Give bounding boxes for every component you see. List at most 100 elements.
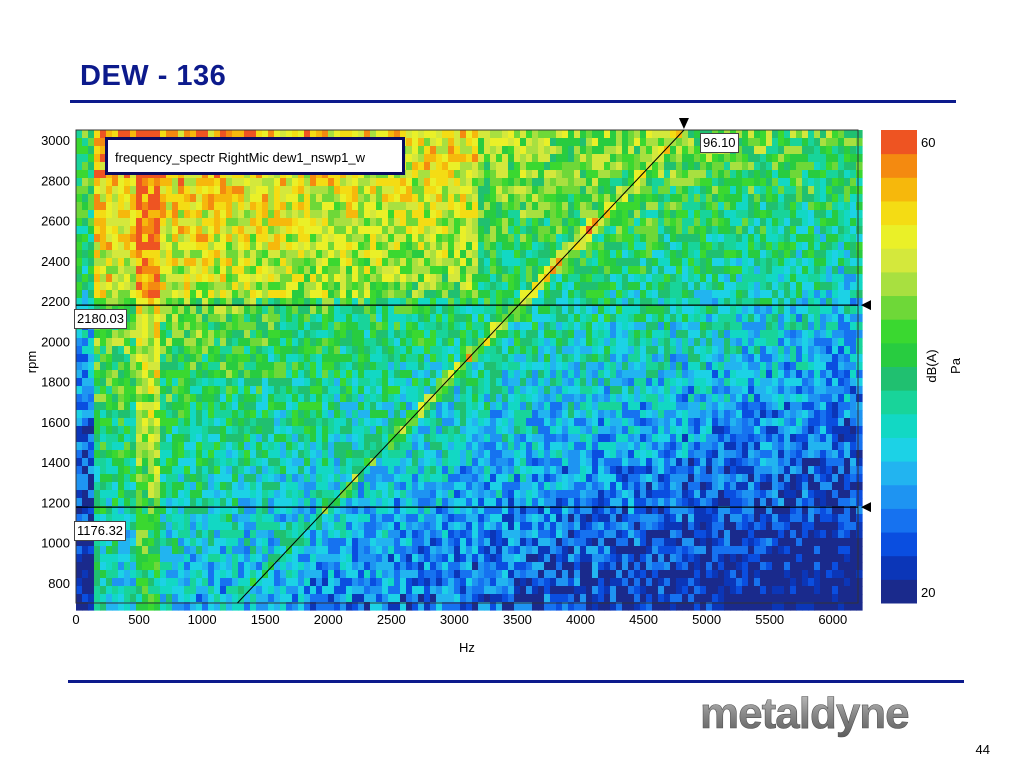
heatmap-cell [586, 274, 593, 283]
heatmap-cell [538, 426, 545, 435]
heatmap-cell [490, 394, 497, 403]
heatmap-cell [802, 170, 809, 179]
heatmap-cell [736, 242, 743, 251]
heatmap-cell [448, 218, 455, 227]
heatmap-cell [538, 242, 545, 251]
heatmap-cell [838, 394, 845, 403]
heatmap-cell [508, 194, 515, 203]
heatmap-cell [538, 162, 545, 171]
heatmap-cell [472, 370, 479, 379]
heatmap-cell [256, 362, 263, 371]
heatmap-cell [214, 186, 221, 195]
heatmap-cell [526, 394, 533, 403]
heatmap-cell [682, 210, 689, 219]
heatmap-cell [298, 362, 305, 371]
heatmap-cell [574, 362, 581, 371]
heatmap-cell [376, 370, 383, 379]
heatmap-cell [442, 362, 449, 371]
heatmap-cell [544, 402, 551, 411]
heatmap-cell [652, 266, 659, 275]
heatmap-cell [142, 306, 149, 315]
heatmap-cell [844, 370, 851, 379]
heatmap-cell [622, 378, 629, 387]
heatmap-cell [850, 138, 857, 147]
heatmap-cell [262, 402, 269, 411]
heatmap-cell [586, 194, 593, 203]
heatmap-cell [226, 186, 233, 195]
heatmap-cell [838, 202, 845, 211]
heatmap-cell [88, 378, 95, 387]
heatmap-cell [442, 354, 449, 363]
heatmap-cell [622, 138, 629, 147]
heatmap-cell [682, 330, 689, 339]
heatmap-cell [670, 394, 677, 403]
heatmap-cell [364, 338, 371, 347]
heatmap-cell [160, 234, 167, 243]
heatmap-cell [220, 426, 227, 435]
heatmap-cell [130, 322, 137, 331]
heatmap-cell [784, 298, 791, 307]
heatmap-cell [688, 330, 695, 339]
heatmap-cell [628, 258, 635, 267]
heatmap-cell [190, 250, 197, 259]
heatmap-cell [634, 194, 641, 203]
heatmap-cell [286, 242, 293, 251]
heatmap-cell [772, 250, 779, 259]
heatmap-cell [358, 386, 365, 395]
heatmap-cell [370, 186, 377, 195]
heatmap-cell [184, 282, 191, 291]
heatmap-cell [820, 314, 827, 323]
heatmap-cell [106, 402, 113, 411]
heatmap-cell [772, 362, 779, 371]
heatmap-cell [436, 250, 443, 259]
heatmap-cell [472, 354, 479, 363]
heatmap-cell [592, 378, 599, 387]
heatmap-cell [436, 386, 443, 395]
heatmap-cell [316, 314, 323, 323]
heatmap-cell [580, 130, 587, 139]
heatmap-cell [760, 322, 767, 331]
heatmap-cell [586, 426, 593, 435]
heatmap-cell [580, 186, 587, 195]
heatmap-cell [784, 362, 791, 371]
heatmap-cell [172, 242, 179, 251]
heatmap-cell [418, 250, 425, 259]
heatmap-cell [490, 370, 497, 379]
heatmap-cell [202, 298, 209, 307]
heatmap-cell [526, 242, 533, 251]
heatmap-cell [178, 250, 185, 259]
heatmap-cell [274, 226, 281, 235]
heatmap-cell [178, 386, 185, 395]
heatmap-cell [286, 258, 293, 267]
heatmap-cell [748, 202, 755, 211]
heatmap-cell [688, 250, 695, 259]
heatmap-cell [562, 226, 569, 235]
heatmap-cell [562, 426, 569, 435]
heatmap-cell [274, 346, 281, 355]
heatmap-cell [640, 146, 647, 155]
heatmap-cell [628, 306, 635, 315]
heatmap-cell [412, 210, 419, 219]
heatmap-cell [778, 250, 785, 259]
heatmap-cell [700, 234, 707, 243]
heatmap-cell [832, 162, 839, 171]
heatmap-cell [634, 130, 641, 139]
heatmap-cell [118, 330, 125, 339]
heatmap-cell [694, 354, 701, 363]
heatmap-cell [448, 394, 455, 403]
heatmap-cell [388, 338, 395, 347]
heatmap-cell [322, 346, 329, 355]
heatmap-cell [784, 402, 791, 411]
heatmap-cell [514, 322, 521, 331]
heatmap-cell [148, 290, 155, 299]
heatmap-cell [814, 202, 821, 211]
heatmap-cell [748, 394, 755, 403]
heatmap-cell [190, 218, 197, 227]
heatmap-cell [124, 290, 131, 299]
heatmap-cell [196, 314, 203, 323]
heatmap-cell [574, 290, 581, 299]
heatmap-cell [826, 266, 833, 275]
heatmap-cell [340, 218, 347, 227]
heatmap-cell [478, 338, 485, 347]
heatmap-cell [724, 226, 731, 235]
